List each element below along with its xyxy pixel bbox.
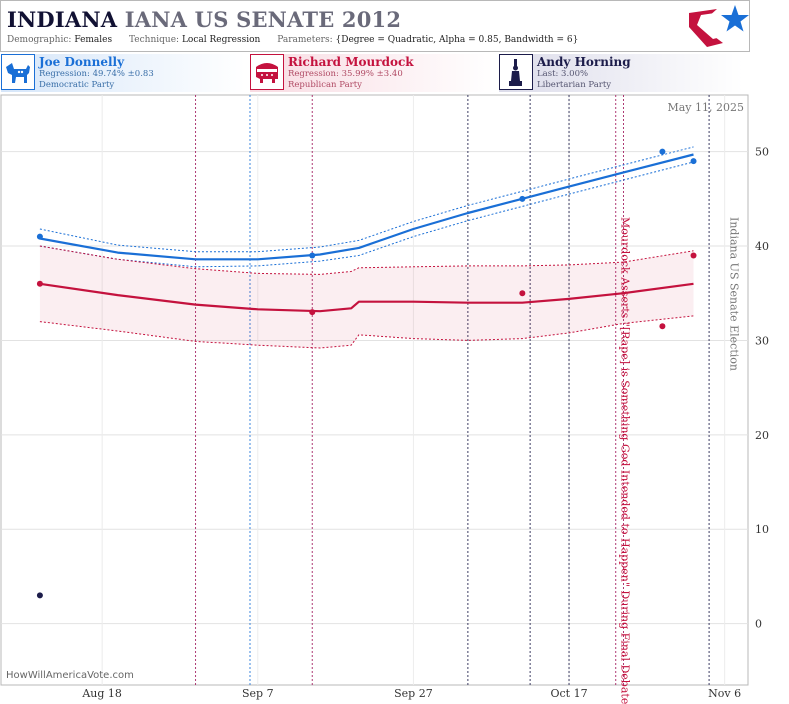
confidence-band-lower [39,161,694,268]
poll-point [309,252,316,259]
liberty-statue-icon [499,54,533,90]
confidence-band-fill [39,246,694,348]
candidate-card-mourdock: Richard Mourdock Regression: 35.99% ±3.4… [250,54,494,92]
parameters-line: Demographic: Females Technique: Local Re… [7,35,592,45]
technique-label: Technique: [129,35,180,45]
confidence-band-upper [39,245,694,275]
y-tick-label: 10 [755,523,769,536]
event-annotation: Mourdock Asserts "[Rape] is Something Go… [619,217,632,704]
chart-date: May 11, 2025 [667,101,744,114]
donkey-icon [1,54,35,90]
confidence-band-upper [39,146,694,253]
poll-point [519,290,526,297]
poll-point [690,158,697,165]
page-title: INDIANA IANA US SENATE 2012 [7,7,401,32]
poll-point [36,280,43,287]
y-tick-label: 40 [755,240,769,253]
candidate-name: Joe Donnelly [39,55,125,69]
state-name: INDIANA [7,7,118,32]
candidate-card-donnelly: Joe Donnelly Regression: 49.74% ±0.83 De… [1,54,245,92]
grid [1,95,748,685]
poll-point [309,309,316,316]
parameters-value: {Degree = Quadratic, Alpha = 0.85, Bandw… [335,35,579,45]
candidate-party: Libertarian Party [537,80,612,90]
confidence-bands [39,146,694,349]
star-logo-icon [689,5,749,47]
candidate-name: Richard Mourdock [288,55,414,69]
confidence-band-lower [39,315,694,349]
race-name: IANA US SENATE 2012 [124,7,402,32]
candidate-card-horning: Andy Horning Last: 3.00% Libertarian Par… [499,54,743,92]
regression-line [39,153,694,261]
poll-point [36,233,43,240]
chart-header: INDIANA IANA US SENATE 2012 Demographic:… [0,0,750,52]
regression-line [39,282,694,313]
poll-point [659,148,666,155]
axis-labels: 0 10 20 30 40 50 Aug 18 Sep 7 Sep 27 Oct 17 Nov 6 M… [81,146,769,704]
candidate-stat: Regression: 49.74% ±0.83 [39,69,154,79]
fit-lines [39,153,694,313]
technique-value: Local Regression [181,35,261,45]
candidate-party: Republican Party [288,80,362,90]
candidate-name: Andy Horning [537,55,631,69]
candidate-stat: Regression: 35.99% ±3.40 [288,69,403,79]
demographic-value: Females [74,35,113,45]
y-tick-label: 0 [755,618,762,631]
y-tick-label: 20 [755,429,769,442]
x-tick-label: Nov 6 [708,687,741,700]
candidate-stat: Last: 3.00% [537,69,589,79]
plot-frame [0,94,749,686]
elephant-icon [250,54,284,90]
poll-point [659,323,666,330]
event-annotation: Indiana US Senate Election [728,217,741,371]
x-tick-label: Oct 17 [550,687,587,700]
source-label: HowWillAmericaVote.com [6,670,134,681]
x-tick-label: Sep 27 [394,687,433,700]
candidate-party: Democratic Party [39,80,115,90]
poll-point [519,195,526,202]
poll-points [36,148,697,599]
y-tick-label: 30 [755,334,769,347]
poll-point [36,592,43,599]
poll-point [690,252,697,259]
x-tick-label: Sep 7 [242,687,274,700]
x-tick-label: Aug 18 [81,687,122,700]
parameters-label: Parameters: [277,35,333,45]
y-tick-label: 50 [755,146,769,159]
demographic-label: Demographic: [7,35,72,45]
